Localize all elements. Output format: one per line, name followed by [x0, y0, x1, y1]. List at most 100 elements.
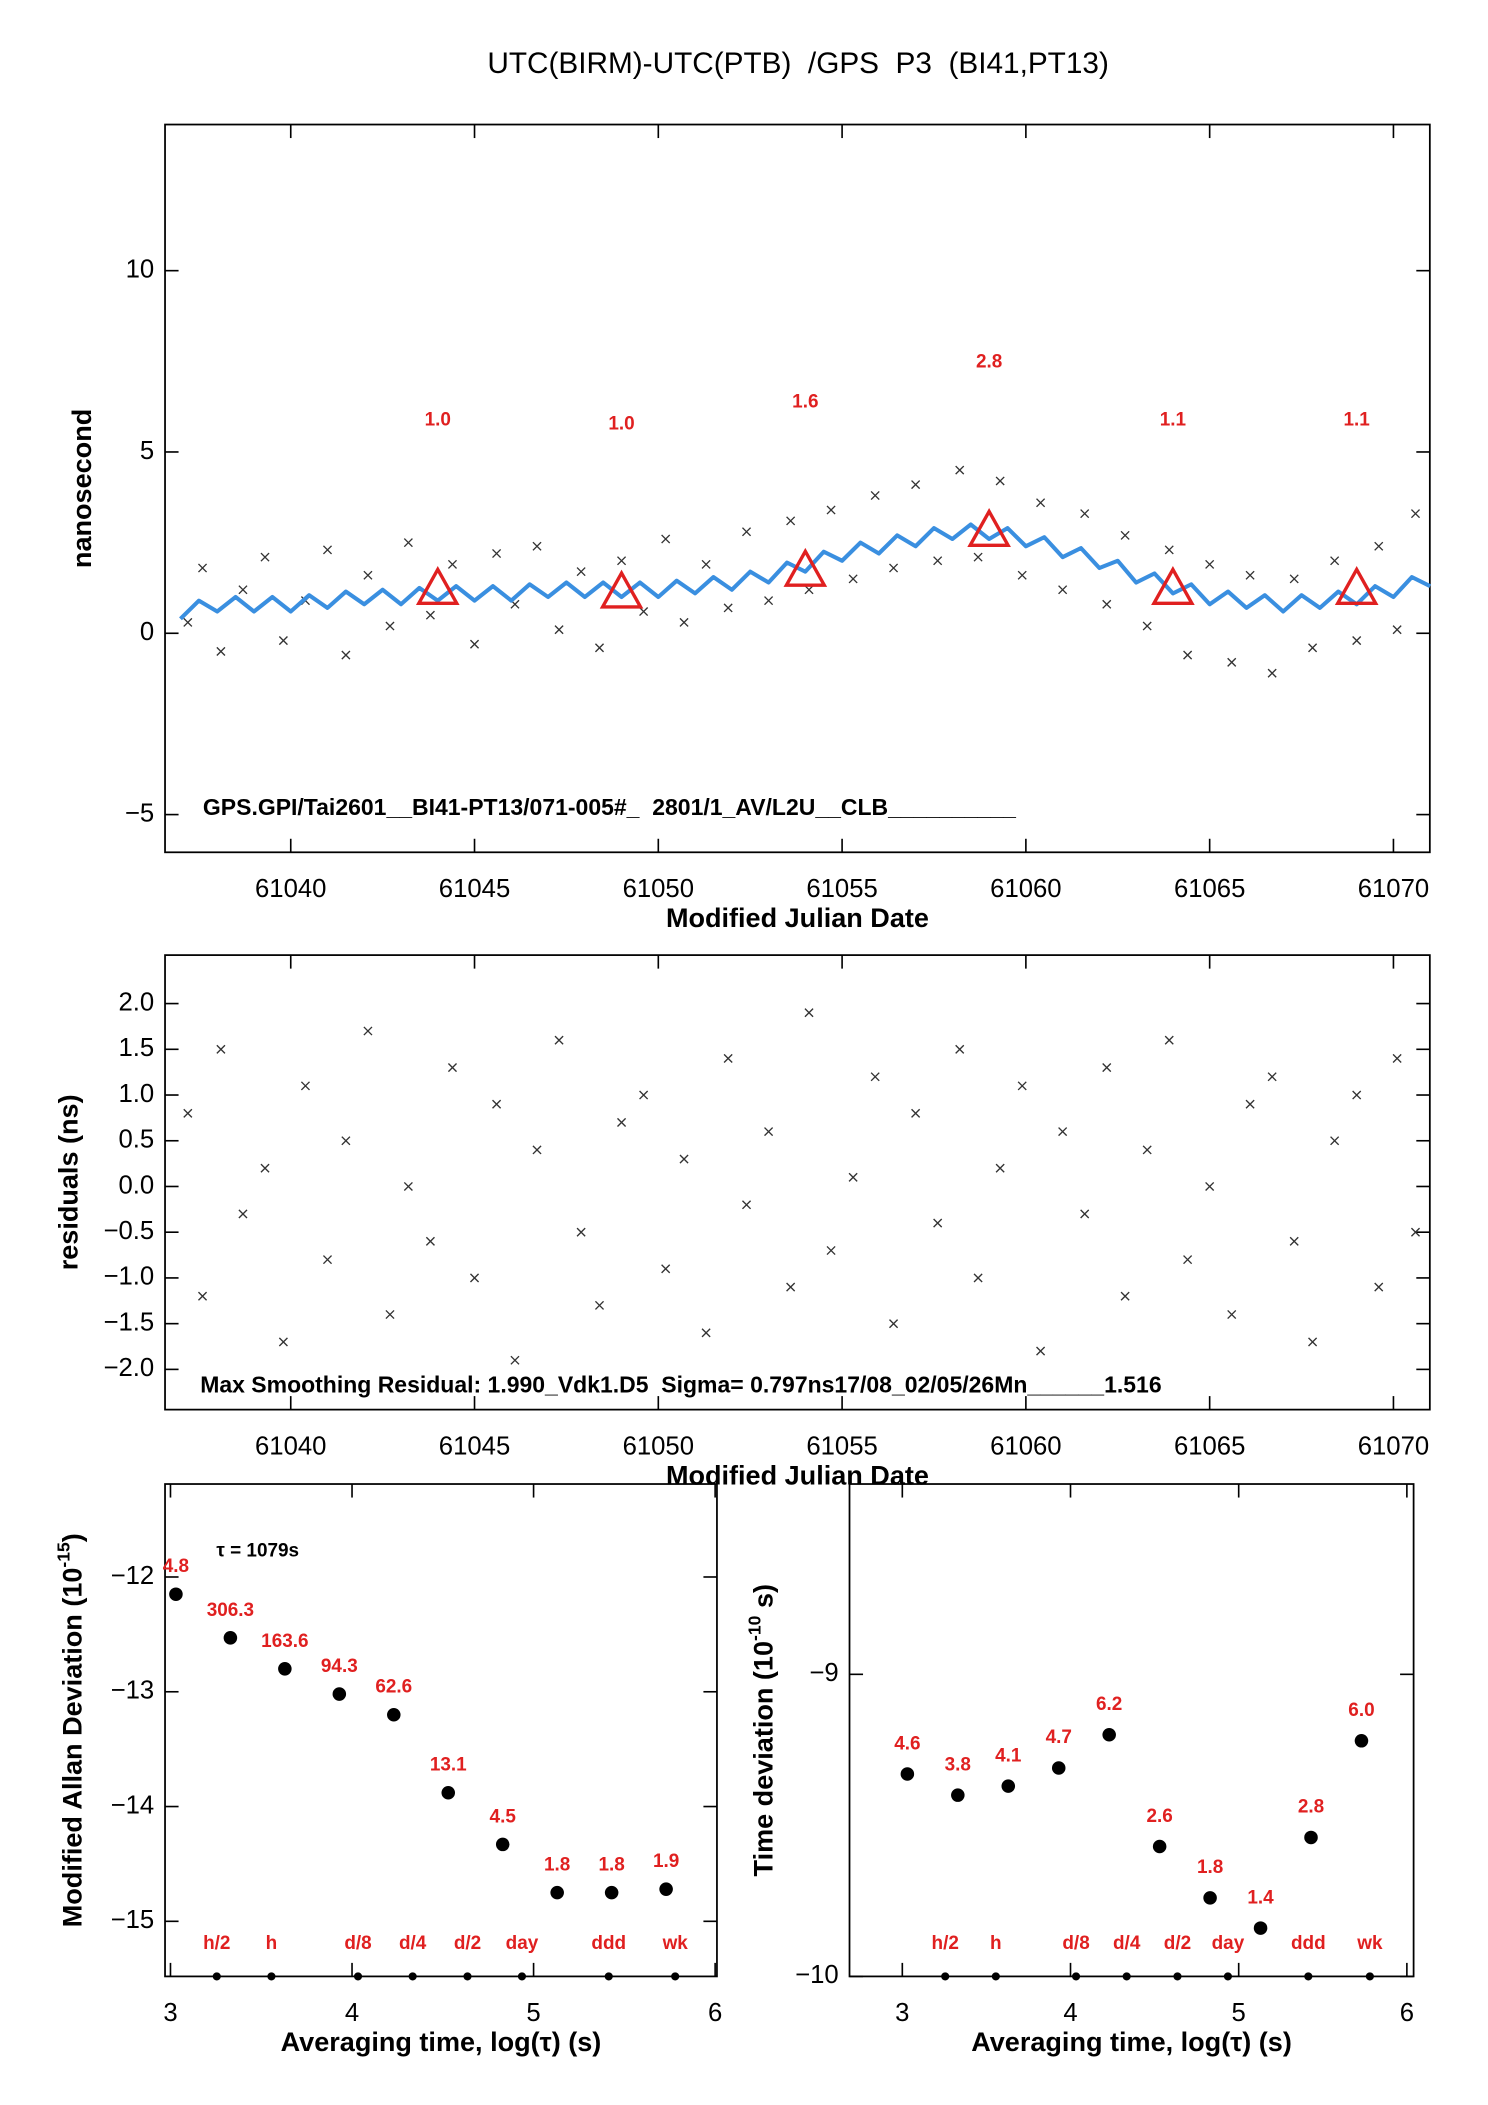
data-point	[1205, 1181, 1215, 1192]
data-point	[1183, 650, 1193, 660]
x-tick-label: 61055	[806, 875, 877, 903]
data-point	[661, 534, 671, 544]
data-point	[804, 585, 814, 595]
data-point	[492, 1099, 502, 1109]
data-point	[1080, 1209, 1090, 1219]
data-point	[723, 1053, 733, 1063]
data-point	[447, 559, 458, 569]
y-tick-label: 0.5	[118, 1126, 154, 1154]
x-tick-label: 61060	[990, 1432, 1061, 1460]
time-marker-label: ddd	[1291, 1933, 1326, 1954]
data-point	[1392, 1053, 1402, 1063]
data-point	[786, 516, 796, 526]
data-point	[278, 635, 288, 646]
data-point	[1120, 530, 1130, 540]
y-axis-label-part: -15	[53, 1542, 73, 1568]
data-point	[278, 1662, 292, 1676]
time-marker	[463, 1972, 472, 1981]
time-marker	[1173, 1972, 1182, 1981]
data-point	[1267, 1072, 1277, 1082]
time-marker-label: d/2	[1164, 1933, 1191, 1954]
data-point	[322, 545, 333, 555]
time-marker-label: h/2	[203, 1933, 230, 1954]
y-tick-label: 5	[140, 437, 154, 465]
point-label: 3.8	[945, 1754, 971, 1775]
data-point	[341, 1136, 351, 1146]
y-axis-label: Time deviation (10-10 s)	[744, 1584, 778, 1876]
data-point	[955, 465, 965, 475]
y-axis-label-part: s)	[749, 1584, 779, 1616]
data-point	[889, 563, 899, 573]
data-point	[826, 1245, 836, 1256]
data-point	[300, 1081, 310, 1091]
data-point	[951, 1788, 965, 1802]
data-point	[1289, 1236, 1299, 1246]
data-point	[183, 1108, 193, 1118]
data-point	[197, 1291, 208, 1301]
time-marker	[267, 1972, 276, 1981]
data-point	[1142, 621, 1152, 631]
data-point	[604, 1885, 619, 1900]
time-marker	[212, 1972, 221, 1981]
data-point	[955, 1044, 965, 1054]
data-point	[260, 552, 270, 562]
data-point	[1267, 668, 1277, 678]
data-point	[387, 1707, 401, 1722]
data-point	[425, 1236, 435, 1246]
data-point	[995, 1163, 1005, 1173]
point-label: 1.8	[598, 1855, 624, 1876]
y-axis-label-part: )	[58, 1533, 88, 1542]
data-point	[1051, 1761, 1066, 1775]
point-label: 4.6	[894, 1733, 920, 1754]
time-marker	[941, 1972, 950, 1981]
time-marker	[353, 1972, 363, 1981]
data-point	[576, 1227, 586, 1237]
data-point	[550, 1885, 564, 1900]
data-point	[973, 552, 983, 562]
data-point	[1205, 559, 1215, 569]
x-tick-label: 6	[1400, 1999, 1414, 2027]
y-tick-label: −1.0	[103, 1263, 154, 1291]
data-point	[492, 548, 502, 559]
y-tick-label: −14	[111, 1791, 155, 1819]
data-point	[639, 1090, 649, 1100]
y-tick-label: −5	[125, 799, 154, 827]
y-tick-label: −10	[795, 1961, 839, 1989]
time-marker-label: h/2	[932, 1933, 959, 1954]
x-tick-label: 61070	[1358, 875, 1429, 903]
time-marker	[517, 1972, 527, 1981]
data-point	[425, 610, 435, 620]
point-label: 1.0	[608, 413, 634, 434]
x-tick-label: 61040	[255, 875, 326, 903]
data-point	[1330, 556, 1340, 566]
point-label: 1.4	[1247, 1887, 1274, 1908]
point-label: 6.2	[1096, 1694, 1122, 1715]
data-point	[1253, 1921, 1268, 1935]
x-tick-label: 61050	[623, 1432, 694, 1460]
data-point	[1374, 541, 1384, 551]
annotation: τ = 1079s	[216, 1541, 299, 1562]
point-label: 62.6	[375, 1677, 412, 1698]
y-tick-label: −9	[809, 1659, 838, 1687]
time-marker-label: wk	[1356, 1933, 1383, 1954]
data-point	[469, 639, 480, 649]
data-point	[639, 606, 649, 617]
point-label: 1.1	[1344, 410, 1370, 431]
triangle-marker	[967, 507, 1011, 547]
point-label: 2.6	[1146, 1806, 1172, 1827]
x-tick-label: 61040	[255, 1432, 326, 1460]
data-point	[1036, 498, 1046, 508]
y-tick-label: 0	[140, 618, 154, 646]
data-point	[469, 1273, 480, 1283]
x-tick-label: 61065	[1174, 1432, 1245, 1460]
triangle-marker	[1151, 566, 1195, 605]
point-label: 2.8	[976, 352, 1002, 373]
data-point	[1058, 585, 1068, 595]
x-tick-label: 3	[895, 1999, 909, 2027]
data-point	[341, 650, 351, 660]
data-point	[169, 1587, 183, 1601]
data-point	[826, 505, 836, 515]
y-tick-label: 1.5	[118, 1034, 154, 1062]
point-label: 4.1	[995, 1745, 1021, 1766]
data-point	[332, 1687, 347, 1701]
